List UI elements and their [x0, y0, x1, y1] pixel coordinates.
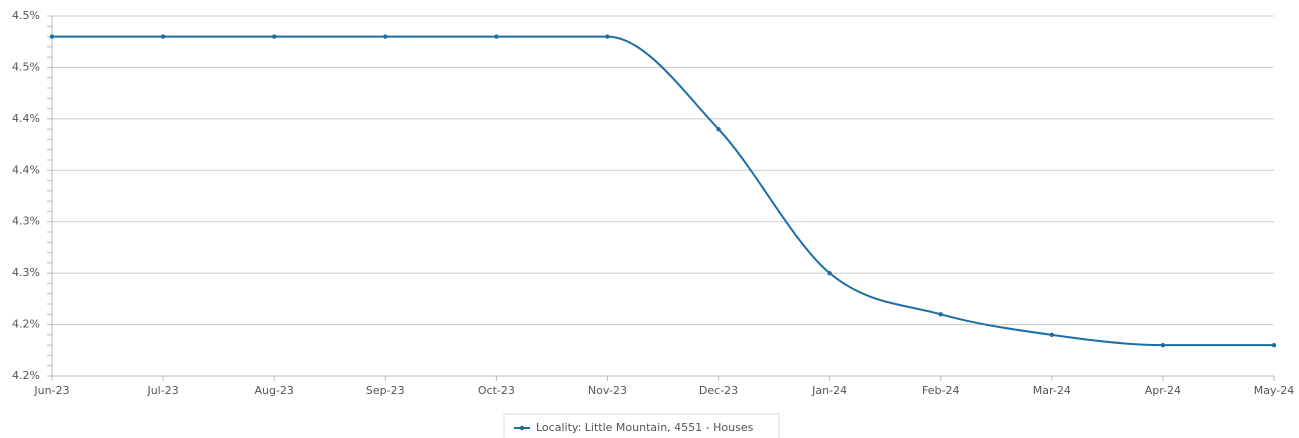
y-tick-label: 4.4%: [12, 112, 40, 125]
point: [383, 34, 388, 39]
x-tick-label: Oct-23: [478, 384, 515, 397]
x-tick-label: Nov-23: [588, 384, 627, 397]
x-tick-label: Aug-23: [254, 384, 293, 397]
point: [494, 34, 499, 39]
y-tick-label: 4.3%: [12, 266, 40, 279]
point: [938, 312, 943, 317]
line: [52, 35, 1274, 347]
x-tick-label: May-24: [1254, 384, 1295, 397]
x-tick-label: Jun-23: [33, 384, 69, 397]
x-tick-label: Jan-24: [811, 384, 847, 397]
y-tick-label: 4.2%: [12, 369, 40, 382]
x-tick-label: Mar-24: [1033, 384, 1071, 397]
point: [49, 34, 55, 39]
point: [271, 34, 277, 39]
y-tick-label: 4.5%: [12, 60, 40, 73]
legend-label: Locality: Little Mountain, 4551 - Houses: [536, 421, 754, 434]
y-tick-label: 4.5%: [12, 9, 40, 22]
point: [1049, 332, 1055, 338]
legend-box: [503, 413, 780, 438]
y-tick-label: 4.2%: [12, 318, 40, 331]
x-tick-label: Jul-23: [146, 384, 178, 397]
x-tick-label: Feb-24: [922, 384, 959, 397]
point: [160, 34, 166, 39]
point: [605, 34, 610, 39]
point: [827, 270, 832, 276]
x-tick-label: Apr-24: [1145, 384, 1181, 397]
y-tick-label: 4.3%: [12, 215, 40, 228]
x-tick-label: Sep-23: [366, 384, 405, 397]
point: [1271, 342, 1277, 348]
legend-marker: [519, 425, 525, 431]
point: [1160, 342, 1166, 348]
point: [716, 126, 721, 132]
y-tick-label: 4.4%: [12, 163, 40, 176]
x-tick-label: Dec-23: [699, 384, 738, 397]
